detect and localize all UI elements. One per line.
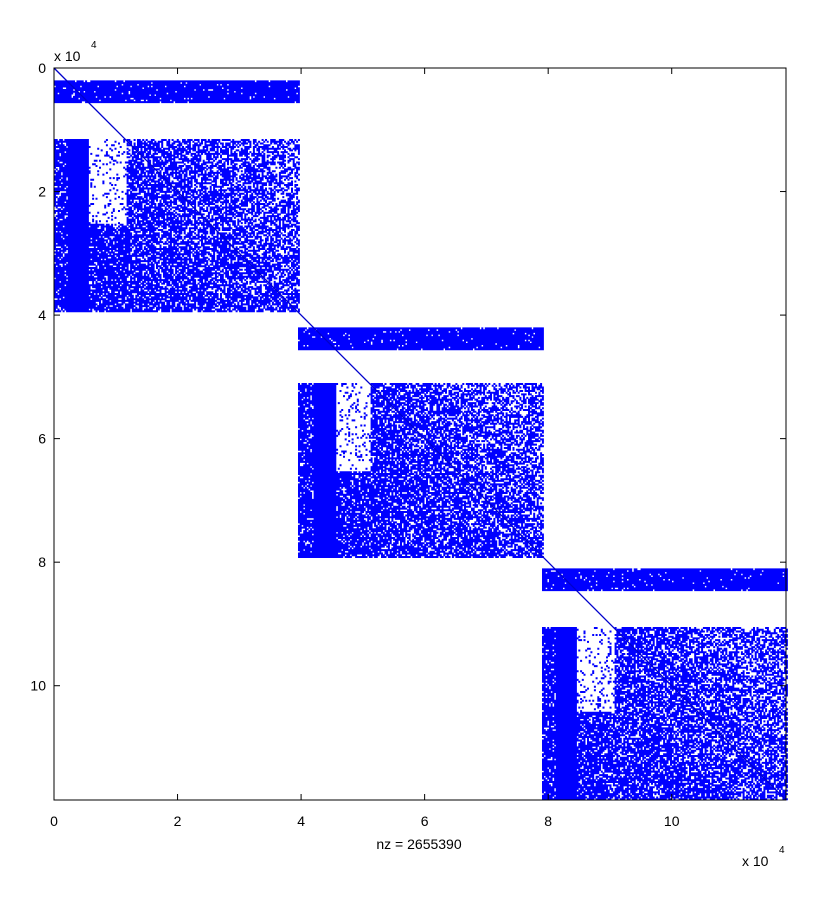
x-tick-label: 2 bbox=[174, 813, 182, 829]
y-exponent-power: 4 bbox=[91, 40, 97, 51]
diagonal-line bbox=[53, 67, 787, 801]
y-tick-label: 10 bbox=[30, 678, 46, 694]
x-exponent-label: x 10 bbox=[742, 853, 769, 869]
y-tick-label: 6 bbox=[38, 431, 46, 447]
x-tick-label: 0 bbox=[50, 813, 58, 829]
y-tick-label: 0 bbox=[38, 60, 46, 76]
x-tick-label: 4 bbox=[297, 813, 305, 829]
nonzero-pattern bbox=[54, 80, 788, 801]
x-exponent-power: 4 bbox=[779, 845, 785, 856]
x-axis: 0 2 4 6 8 10 bbox=[50, 68, 680, 829]
x-axis-label: nz = 2655390 bbox=[376, 836, 461, 852]
x-tick-label: 10 bbox=[664, 813, 680, 829]
x-tick-label: 6 bbox=[421, 813, 429, 829]
y-axis: 0 2 4 6 8 10 bbox=[30, 60, 786, 694]
y-tick-label: 4 bbox=[38, 307, 46, 323]
nonzero-markers bbox=[54, 80, 788, 801]
x-tick-label: 8 bbox=[544, 813, 552, 829]
axes-box bbox=[53, 67, 787, 801]
y-exponent-label: x 10 bbox=[54, 48, 81, 64]
y-tick-label: 2 bbox=[38, 184, 46, 200]
y-tick-label: 8 bbox=[38, 554, 46, 570]
